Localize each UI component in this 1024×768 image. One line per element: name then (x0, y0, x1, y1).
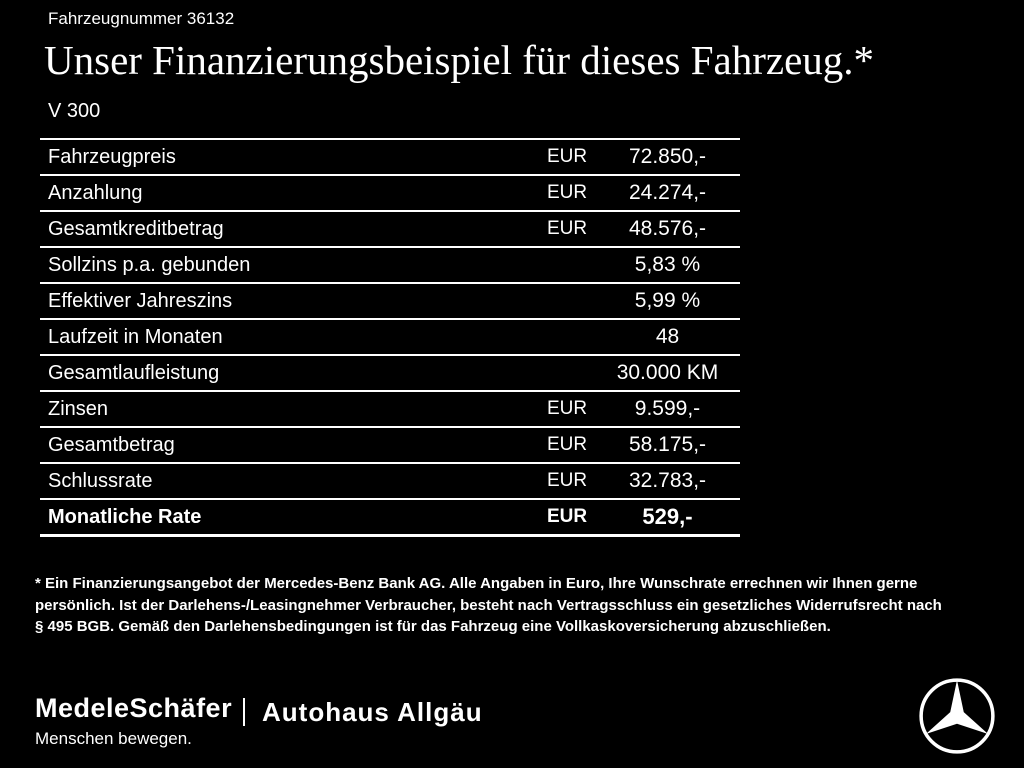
row-label: Anzahlung (48, 181, 143, 204)
dealer-logo-block: MedeleSchäfer Menschen bewegen. (35, 693, 232, 749)
row-value: 5,83 % (634, 253, 701, 276)
row-label: Gesamtlaufleistung (48, 361, 220, 384)
table-row: Anzahlung EUR 24.274,- (40, 174, 740, 210)
model-name: V 300 (48, 100, 101, 122)
table-row: Sollzins p.a. gebunden 5,83 % (40, 246, 740, 282)
row-label: Effektiver Jahreszins (48, 289, 233, 312)
row-value: 24.274,- (628, 181, 707, 204)
row-currency: EUR (547, 182, 588, 203)
table-row: Effektiver Jahreszins 5,99 % (40, 282, 740, 318)
row-currency: EUR (547, 146, 588, 167)
row-label: Laufzeit in Monaten (48, 325, 223, 348)
row-value: 30.000 KM (616, 361, 719, 384)
vehicle-number: Fahrzeugnummer 36132 (48, 9, 235, 28)
row-label: Monatliche Rate (48, 505, 202, 528)
footnote-line: * Ein Finanzierungsangebot der Mercedes-… (35, 575, 918, 592)
row-label: Schlussrate (48, 469, 153, 492)
table-row: Zinsen EUR 9.599,- (40, 390, 740, 426)
footnote-line: § 495 BGB. Gemäß den Darlehensbedingunge… (35, 618, 831, 635)
row-value: 48 (655, 325, 680, 348)
dealer-secondary-name: Autohaus Allgäu (262, 697, 483, 727)
row-label: Gesamtkreditbetrag (48, 217, 224, 240)
footer-divider (243, 698, 245, 726)
dealer-tagline: Menschen bewegen. (35, 729, 192, 748)
table-row: Gesamtlaufleistung 30.000 KM (40, 354, 740, 390)
row-value: 32.783,- (628, 469, 707, 492)
table-row: Laufzeit in Monaten 48 (40, 318, 740, 354)
dealer-name: MedeleSchäfer (35, 693, 233, 723)
row-label: Sollzins p.a. gebunden (48, 253, 251, 276)
row-value: 9.599,- (634, 397, 701, 420)
row-currency: EUR (547, 506, 588, 527)
row-label: Fahrzeugpreis (48, 145, 176, 168)
row-value: 48.576,- (628, 217, 707, 240)
row-currency: EUR (547, 218, 588, 239)
financing-table: Fahrzeugpreis EUR 72.850,- Anzahlung EUR… (40, 138, 740, 537)
table-row: Fahrzeugpreis EUR 72.850,- (40, 138, 740, 174)
mercedes-star-icon (918, 677, 996, 755)
table-row: Gesamtkreditbetrag EUR 48.576,- (40, 210, 740, 246)
row-value: 5,99 % (634, 289, 701, 312)
page-title: Unser Finanzierungsbeispiel für dieses F… (44, 37, 875, 83)
row-value: 72.850,- (628, 145, 707, 168)
table-row-monthly-rate: Monatliche Rate EUR 529,- (40, 498, 740, 534)
footnote-line: persönlich. Ist der Darlehens-/Leasingne… (35, 596, 942, 614)
row-value: 58.175,- (628, 433, 707, 456)
table-row: Schlussrate EUR 32.783,- (40, 462, 740, 498)
footnote: * Ein Finanzierungsangebot der Mercedes-… (35, 573, 995, 638)
row-currency: EUR (547, 398, 588, 419)
row-currency: EUR (547, 434, 588, 455)
row-currency: EUR (547, 470, 588, 491)
row-value: 529,- (642, 504, 693, 529)
row-label: Gesamtbetrag (48, 433, 175, 456)
table-row: Gesamtbetrag EUR 58.175,- (40, 426, 740, 462)
row-label: Zinsen (48, 397, 109, 420)
